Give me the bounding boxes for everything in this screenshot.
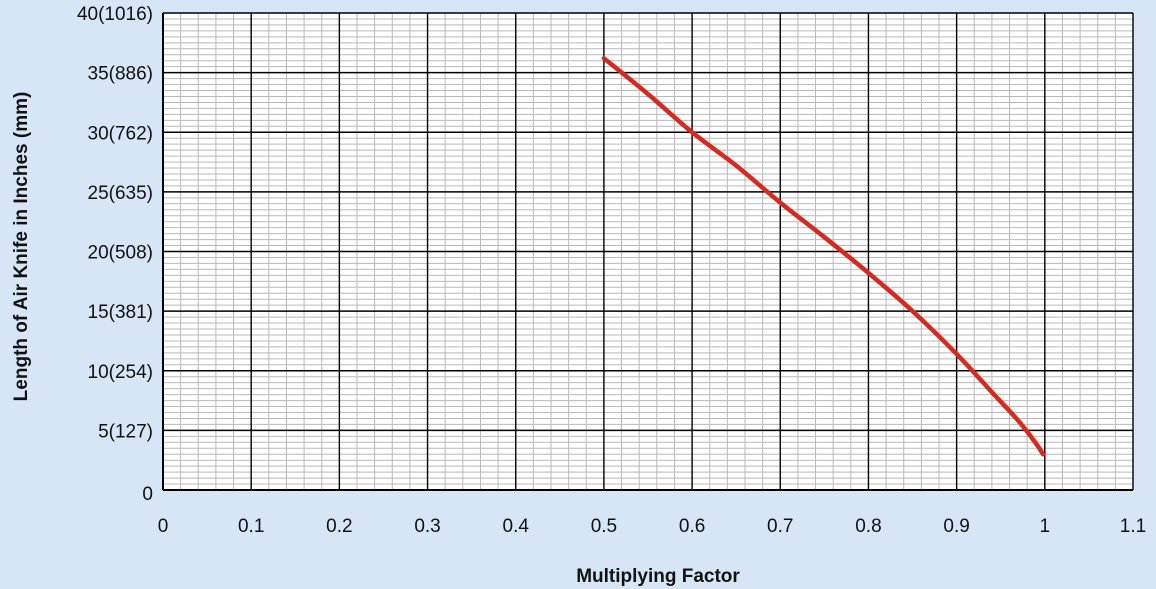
series-layer [601,56,1046,457]
y-tick-label: 15(381) [88,302,154,323]
x-tick-label: 0.3 [414,516,440,537]
x-tick-label: 0.1 [238,516,264,537]
y-tick-label: 30(762) [88,123,154,144]
y-axis-title: Length of Air Knife in Inches (mm) [11,92,32,402]
x-axis-title: Multiplying Factor [576,566,740,587]
x-tick-label: 0.2 [326,516,352,537]
x-tick-label: 0 [158,516,169,537]
x-tick-label: 1.1 [1120,516,1146,537]
x-tick-label: 0.6 [679,516,705,537]
y-tick-label: 20(508) [88,243,154,264]
x-tick-label: 0.9 [943,516,969,537]
y-tick-label: 25(635) [88,183,154,204]
y-tick-label: 35(886) [88,64,154,85]
y-tick-label: 40(1016) [77,4,153,25]
x-tick-labels: 0 0.1 0.2 0.3 0.4 0.5 0.6 0.7 0.8 0.9 1 1.1 [158,516,1147,537]
x-tick-label: 0.8 [855,516,881,537]
y-tick-label: 5(127) [98,421,153,442]
axes [162,13,1133,491]
x-tick-label: 1 [1040,516,1051,537]
series-line [601,56,1046,457]
y-tick-labels: 0 5(127) 10(254) 15(381) 20(508) 25(635) 30(76… [77,4,153,505]
y-tick-label: 0 [142,484,153,505]
x-tick-label: 0.7 [767,516,793,537]
x-tick-label: 0.5 [591,516,617,537]
y-tick-label: 10(254) [88,362,154,383]
x-tick-label: 0.4 [503,516,530,537]
